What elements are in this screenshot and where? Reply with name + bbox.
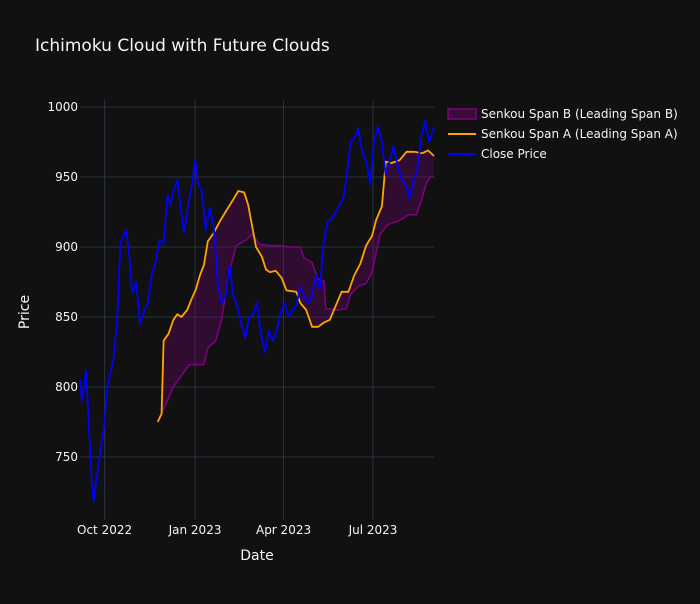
legend-swatch [447,108,477,120]
close-price-line [79,120,435,503]
y-tick-label: 850 [55,310,78,324]
legend-item[interactable]: Senkou Span A (Leading Span A) [448,127,678,141]
legend[interactable]: Senkou Span B (Leading Span B) Senkou Spa… [447,107,678,161]
legend-label: Close Price [481,147,547,161]
x-axis-label: Date [240,548,273,564]
senkou-span-b-line [157,176,434,423]
legend-item[interactable]: Close Price [448,147,547,161]
chart-title: Ichimoku Cloud with Future Clouds [35,36,330,56]
x-tick-label: Jul 2023 [348,523,398,537]
legend-label: Senkou Span B (Leading Span B) [481,107,678,121]
axes: 750 800 850 900 950 1000 Oct 2022 Jan 2023 Apr 2… [47,100,397,537]
cloud-fill [157,150,434,422]
y-tick-label: 1000 [47,100,78,114]
y-tick-label: 800 [55,380,78,394]
x-tick-label: Apr 2023 [256,523,311,537]
legend-label: Senkou Span A (Leading Span A) [481,127,678,141]
x-tick-label: Oct 2022 [77,523,132,537]
x-tick-label: Jan 2023 [168,523,222,537]
senkou-span-a-line [156,149,435,423]
y-axis-label: Price [17,295,33,329]
y-tick-label: 950 [55,170,78,184]
y-tick-label: 750 [55,450,78,464]
y-tick-label: 900 [55,240,78,254]
series-layer [79,120,435,503]
legend-item[interactable]: Senkou Span B (Leading Span B) [447,107,678,121]
